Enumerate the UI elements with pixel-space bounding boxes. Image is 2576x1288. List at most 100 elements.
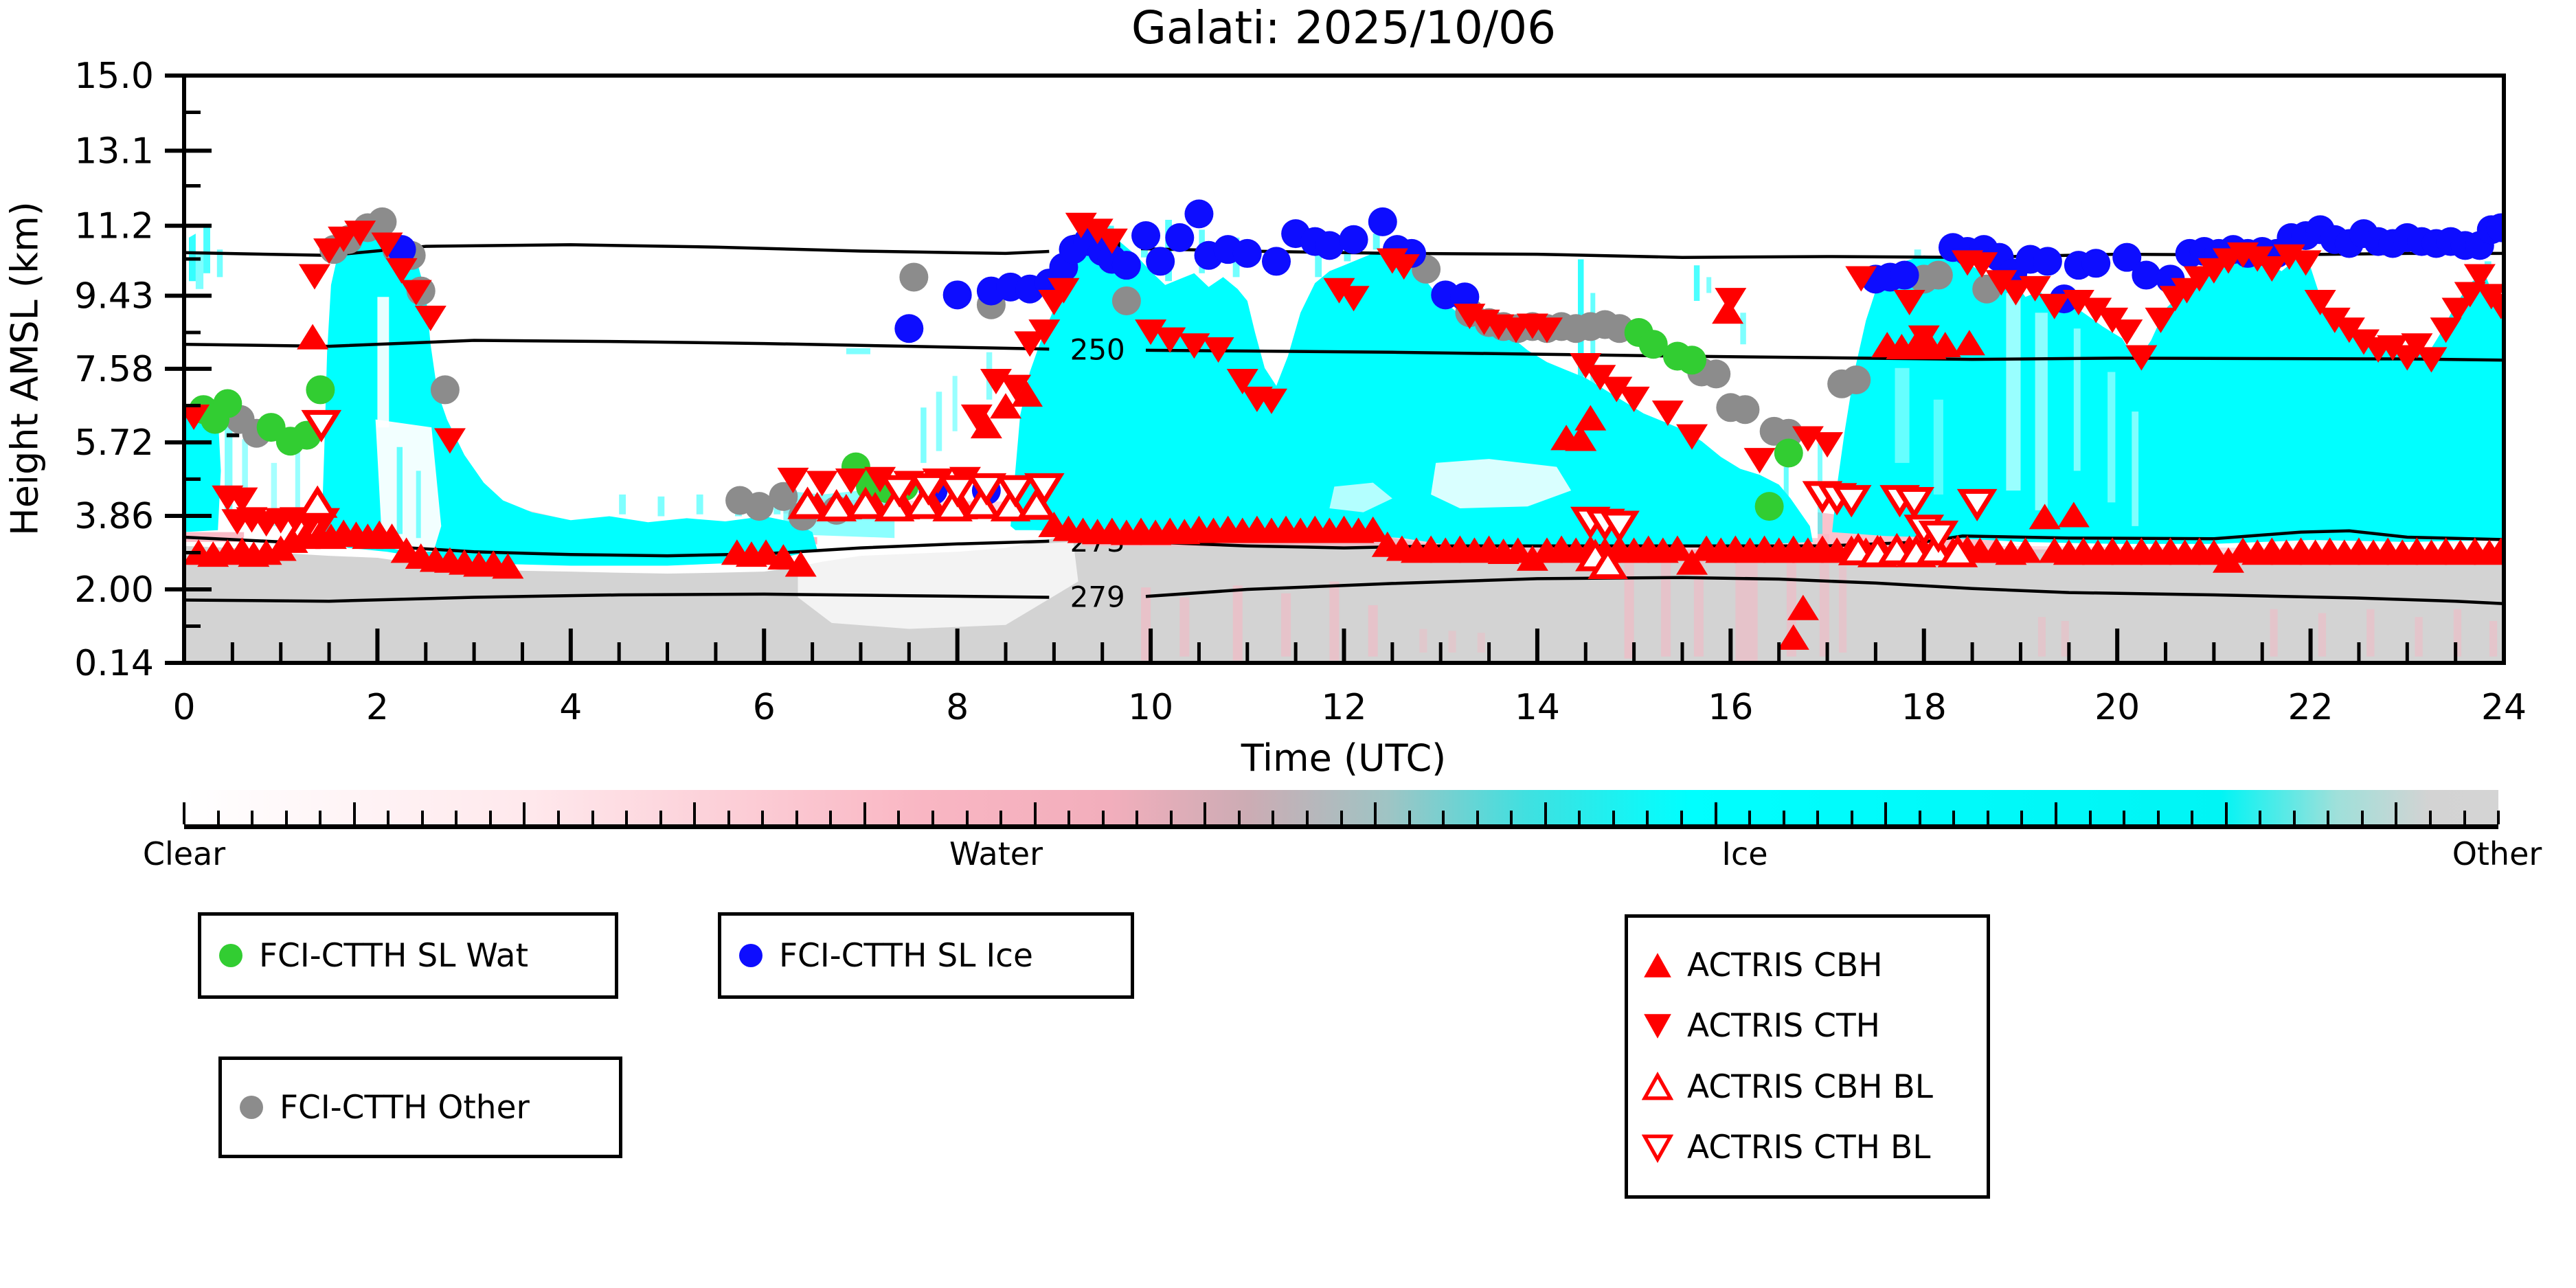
data-point (2009, 537, 2042, 563)
x-tick-label: 0 (172, 687, 195, 728)
x-tick-label: 12 (1321, 687, 1366, 728)
region-clear-streak (2006, 293, 2021, 491)
legend-actris-cth-label: ACTRIS CTH (1687, 1007, 1881, 1046)
contour-279 (184, 592, 1050, 603)
region-water-col (1232, 585, 1243, 661)
data-point (1262, 247, 1291, 276)
data-point (1915, 532, 1956, 565)
x-tick-label: 2 (366, 687, 389, 728)
data-point (2171, 278, 2203, 304)
data-point (2377, 335, 2409, 361)
ice-dot-icon (739, 944, 762, 967)
data-point (2057, 501, 2090, 528)
data-point (1985, 270, 2018, 296)
scatter-series (184, 199, 2504, 650)
region-ice-topleft (195, 251, 204, 289)
data-point (1918, 520, 1959, 554)
data-point (2485, 537, 2504, 563)
data-point (2304, 289, 2336, 315)
data-point (1754, 492, 1784, 521)
data-point (1618, 386, 1650, 412)
colorbar-tick (420, 811, 424, 824)
region-ice-speck (920, 407, 927, 463)
data-point (874, 488, 915, 521)
region-water-col (1419, 629, 1427, 653)
colorbar-tick (1340, 811, 1343, 824)
colorbar-tick (2156, 811, 2160, 824)
colorbar-ticks (183, 790, 2500, 824)
colorbar-tick (965, 811, 969, 824)
region-ice-streak (242, 439, 248, 503)
data-point (769, 482, 798, 511)
data-point (937, 475, 978, 508)
data-point (328, 226, 360, 252)
x-tick-label: 24 (2481, 687, 2527, 728)
colorbar-tick (829, 811, 833, 824)
data-point (1232, 238, 1262, 268)
region-ice-topleft (216, 249, 223, 278)
cbh-triangle-icon (1644, 953, 1671, 978)
data-point (942, 280, 972, 310)
region-ice-streak (396, 447, 403, 534)
colorbar-tick (1816, 811, 1820, 824)
data-point (1923, 260, 1953, 290)
contour-279 (1145, 576, 2504, 605)
colorbar-tick (2020, 811, 2024, 824)
colorbar-tick (1306, 811, 1309, 824)
colorbar-tick (352, 802, 356, 824)
data-point (2485, 293, 2504, 319)
data-point (999, 374, 1032, 400)
data-point (1337, 286, 1370, 312)
region-water-col (1477, 633, 1485, 653)
colorbar-tick (1748, 811, 1751, 824)
colorbar-tick (1646, 811, 1649, 824)
region-clear-streak (2108, 372, 2116, 503)
region-water-col (2061, 621, 2069, 657)
legend-actris-cbh: ACTRIS CBH (1642, 947, 1883, 984)
region-ice-streak (657, 496, 665, 517)
data-point (1584, 365, 1616, 391)
data-point (1661, 535, 1693, 561)
data-point (2486, 213, 2504, 242)
data-point (1202, 337, 1234, 363)
data-point (1339, 225, 1368, 254)
data-point (297, 324, 329, 350)
data-point (1956, 488, 1998, 522)
data-point (1777, 624, 1809, 650)
colorbar-tick (2497, 811, 2500, 824)
axes: 0 2 4 6 8 10 12 14 16 18 20 22 2415.013.111.29.437.5… (74, 56, 2527, 728)
data-point (2197, 258, 2230, 284)
data-point (899, 262, 929, 292)
legend-fci-sl-wat-label: FCI-CTTH SL Wat (259, 936, 529, 975)
colorbar-tick (387, 811, 390, 824)
data-point (2256, 256, 2288, 282)
y-tick-label: 9.43 (74, 275, 154, 317)
region-water-col (2270, 609, 2278, 657)
data-point (2019, 275, 2051, 302)
data-point (1831, 485, 1872, 518)
data-point (1774, 438, 1803, 468)
region-water-col (1819, 534, 1829, 657)
contour-label-279: 279 (1070, 580, 1125, 613)
region-clear-streak (1895, 368, 1910, 463)
colorbar-tick (1918, 811, 1921, 824)
colorbar-tick (863, 802, 866, 824)
data-point (970, 413, 1002, 439)
colorbar-tick (2327, 811, 2330, 824)
region-ice-spike (1914, 249, 1921, 258)
data-point (835, 468, 867, 495)
colorbar-label-other: Other (2452, 835, 2542, 872)
x-tick-label: 4 (559, 687, 582, 728)
data-point (1890, 260, 1919, 290)
data-point (1081, 218, 1114, 245)
colorbar-tick (1067, 811, 1071, 824)
region-clear-wedge (375, 419, 442, 552)
data-point (784, 551, 817, 577)
legend-actris-cbh-label: ACTRIS CBH (1687, 946, 1883, 984)
data-point (1323, 278, 1355, 304)
data-point (184, 404, 210, 430)
data-point (1048, 278, 1080, 304)
contour-250 (184, 339, 1050, 351)
colorbar-tick (1033, 802, 1037, 824)
data-point (430, 375, 460, 405)
